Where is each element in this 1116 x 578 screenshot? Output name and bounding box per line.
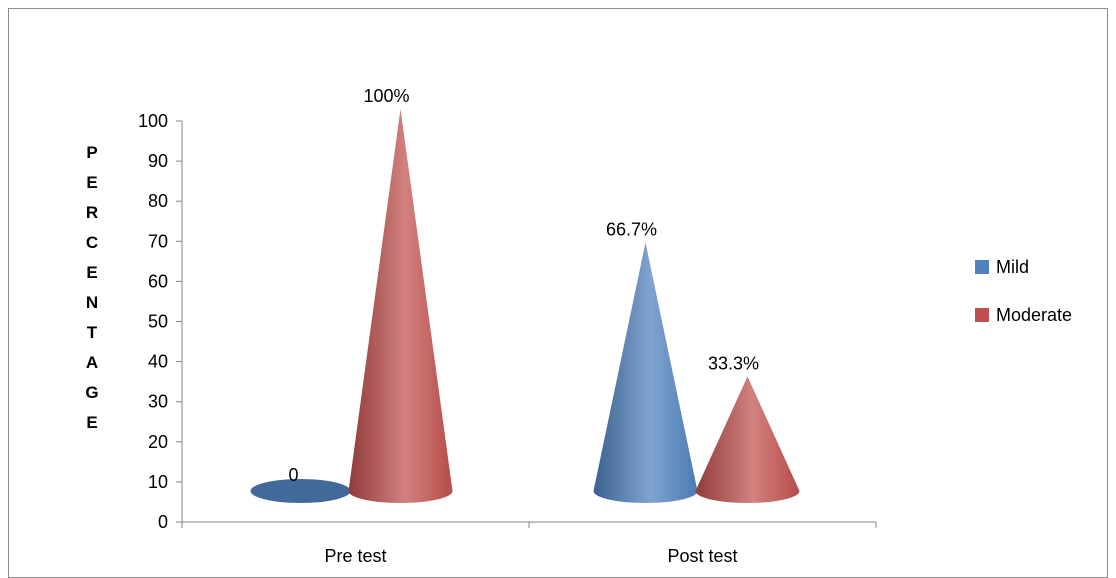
cone-body xyxy=(695,376,800,503)
legend: Mild Moderate xyxy=(975,257,1072,325)
y-axis-label-letter: T xyxy=(86,323,98,342)
y-axis-label-letter: N xyxy=(85,293,99,312)
y-axis-label-letter: G xyxy=(85,383,99,402)
y-tick-label: 0 xyxy=(158,512,168,532)
cone-base-flat xyxy=(250,479,351,503)
y-tick-label: 80 xyxy=(148,191,168,211)
y-tick-label: 90 xyxy=(148,151,168,171)
chart-frame xyxy=(8,8,1108,578)
cone-moderate-0 xyxy=(348,109,453,503)
y-tick-label: 30 xyxy=(148,392,168,412)
cones xyxy=(250,109,800,503)
y-tick-label: 50 xyxy=(148,312,168,332)
axes: 0 10 20 30 40 50 60 70 80 90 100 Pre test Post test xyxy=(138,111,877,563)
data-label: 33.3% xyxy=(708,353,759,373)
data-labels: 0 66.7% 100% 33.3% xyxy=(288,86,759,485)
y-axis-label-letter: A xyxy=(85,353,99,372)
y-tick-label: 60 xyxy=(148,271,168,291)
y-tick-label: 40 xyxy=(148,352,168,372)
cone-mild-1 xyxy=(593,242,698,503)
cone-body xyxy=(348,109,453,503)
y-axis-label-letter: E xyxy=(86,263,98,282)
y-tick-label: 100 xyxy=(138,111,168,131)
cone-mild-0 xyxy=(250,479,351,503)
cone-body xyxy=(593,242,698,503)
legend-item-mild: Mild xyxy=(975,257,1029,277)
y-tick-label: 10 xyxy=(148,472,168,492)
y-axis-label-letter: E xyxy=(86,413,98,432)
y-axis-label-letter: R xyxy=(85,203,99,222)
x-tick-label: Post test xyxy=(667,546,737,563)
data-label: 100% xyxy=(363,86,409,106)
y-tick-label: 70 xyxy=(148,231,168,251)
legend-swatch xyxy=(975,308,989,322)
legend-label: Mild xyxy=(996,257,1029,277)
cone-moderate-1 xyxy=(695,376,800,503)
data-label: 0 xyxy=(288,465,298,485)
legend-swatch xyxy=(975,260,989,274)
y-tick-label: 20 xyxy=(148,432,168,452)
data-label: 66.7% xyxy=(606,220,657,240)
y-axis-label-letter: C xyxy=(85,233,99,252)
y-axis-label-letter: P xyxy=(86,143,98,162)
x-tick-label: Pre test xyxy=(324,546,386,563)
y-axis-label-letter: E xyxy=(86,173,98,192)
legend-item-moderate: Moderate xyxy=(975,305,1072,325)
legend-label: Moderate xyxy=(996,305,1072,325)
